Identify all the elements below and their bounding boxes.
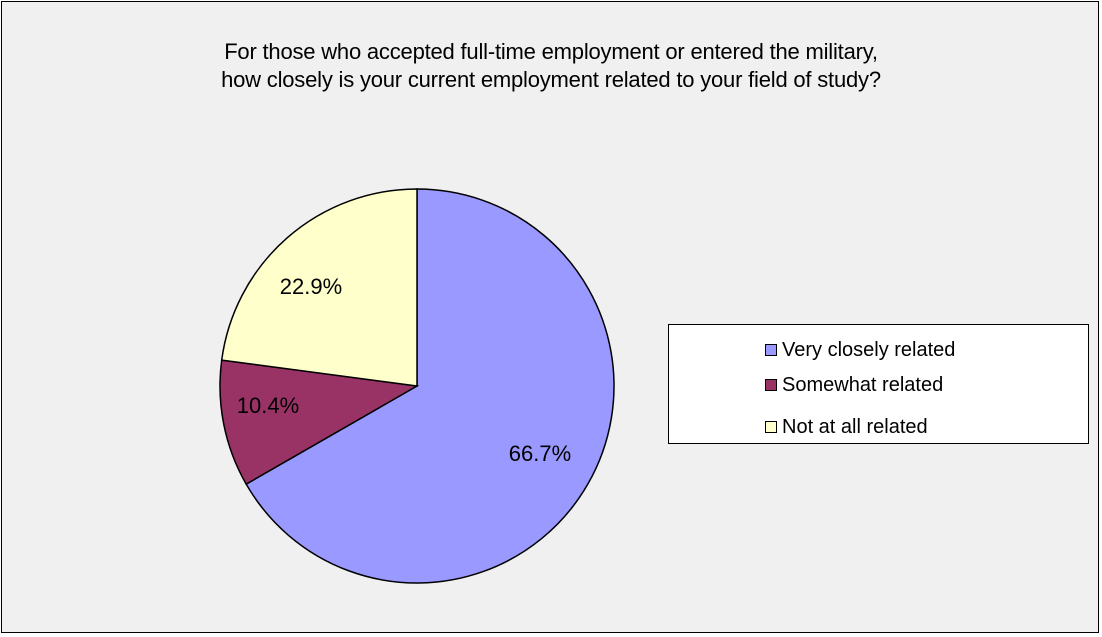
legend-label: Not at all related [782,415,928,438]
chart-title: For those who accepted full-time employm… [2,38,1100,94]
pie-data-label: 66.7% [509,441,571,466]
legend-label: Very closely related [782,338,956,361]
legend-swatch [765,421,777,433]
chart-legend: Very closely related Somewhat related No… [668,324,1089,444]
legend-item-very-closely-related: Very closely related [765,337,955,363]
pie-data-label: 22.9% [280,274,342,299]
legend-item-not-at-all-related: Not at all related [765,414,928,440]
pie-slice-very-closely-related [245,188,615,584]
chart-title-line-1: For those who accepted full-time employm… [224,39,878,64]
legend-swatch [765,344,777,356]
pie-data-label: 10.4% [237,393,299,418]
legend-item-somewhat-related: Somewhat related [765,372,943,398]
chart-title-line-2: how closely is your current employment r… [221,67,881,92]
legend-label: Somewhat related [782,373,944,396]
pie-slice-not-at-all-related [220,188,418,387]
legend-swatch [765,379,777,391]
pie-slice-somewhat-related [219,359,420,486]
